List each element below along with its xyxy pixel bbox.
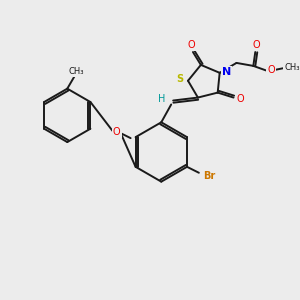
Text: CH₃: CH₃: [284, 63, 300, 72]
Text: S: S: [176, 74, 184, 84]
Text: O: O: [187, 40, 195, 50]
Text: O: O: [237, 94, 244, 103]
Text: N: N: [222, 67, 231, 77]
Text: CH₃: CH₃: [68, 67, 84, 76]
Text: O: O: [113, 127, 121, 137]
Text: H: H: [158, 94, 165, 103]
Text: Br: Br: [202, 171, 215, 181]
Text: O: O: [267, 65, 275, 75]
Text: O: O: [253, 40, 260, 50]
